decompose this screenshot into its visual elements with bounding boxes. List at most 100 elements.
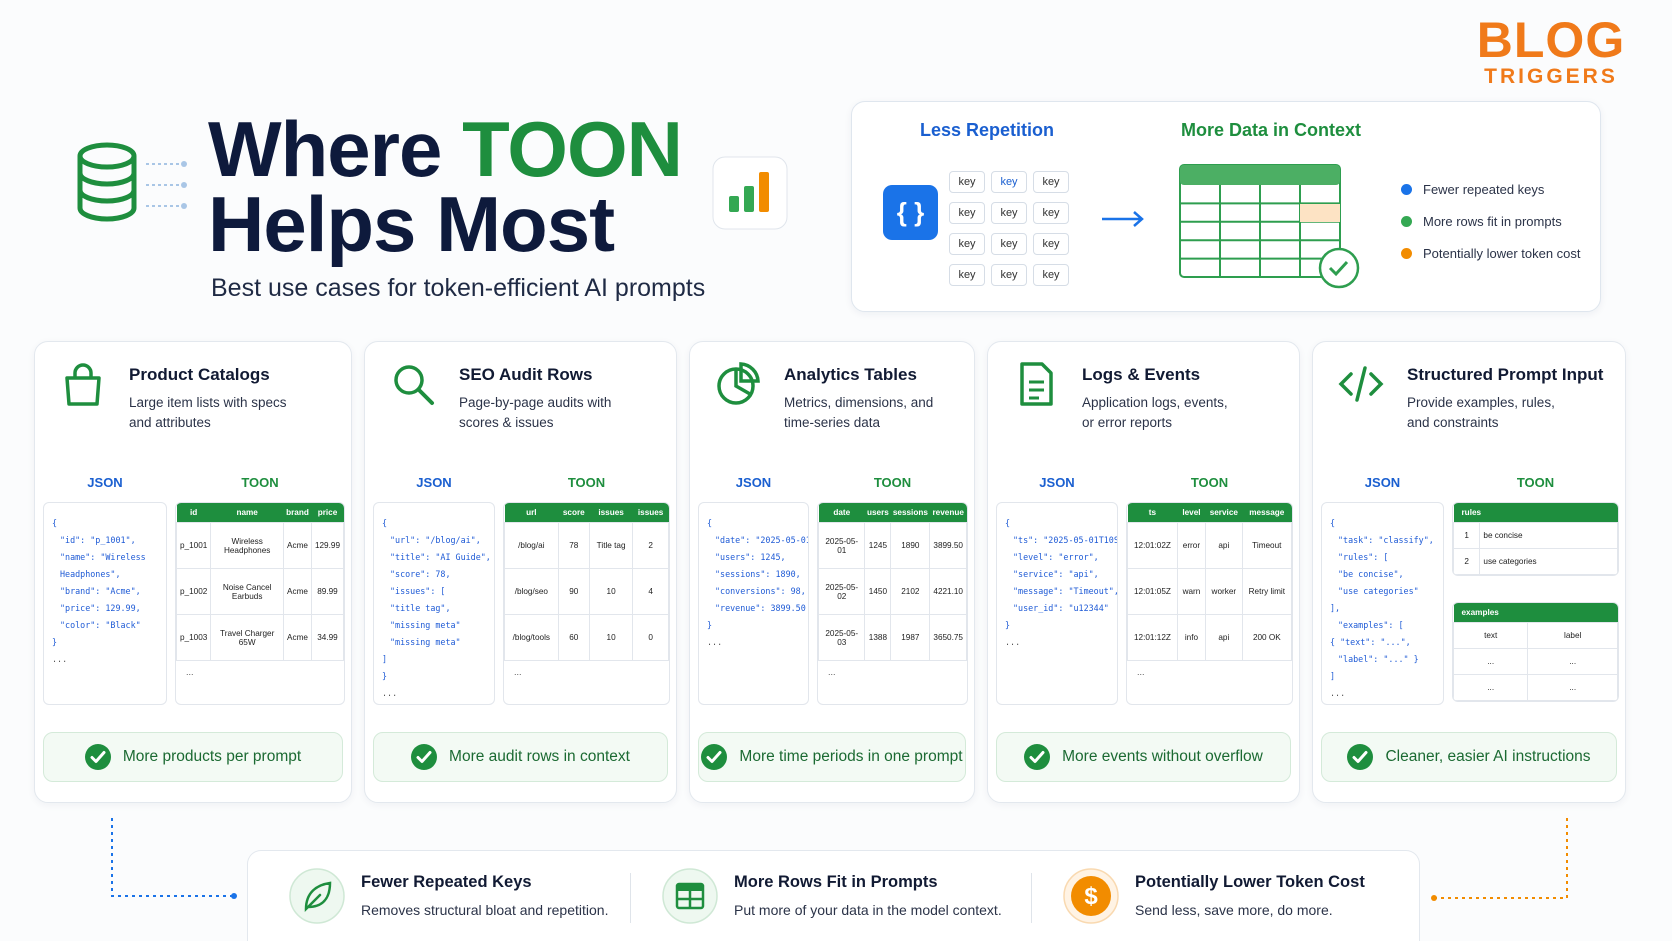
header-cell: rules — [1453, 503, 1618, 523]
comparison-box: Less Repetition{ } key key key key key key key k… — [851, 101, 1601, 312]
card-footer: More products per prompt — [43, 732, 343, 782]
icon-part — [1020, 362, 1053, 406]
table-cell: ... — [1527, 674, 1618, 701]
table-cell: /blog/ai — [504, 522, 559, 569]
toon-label: TOON — [1516, 475, 1555, 490]
logo: BLOG TRIGGERS — [1466, 14, 1636, 88]
table-cell: 129.99 — [310, 522, 344, 569]
card-footer: More time periods in one prompt — [698, 732, 966, 782]
header-cell: sessions — [890, 503, 930, 523]
table-cell: 0 — [632, 614, 669, 661]
footer-text: Cleaner, easier AI instructions — [1385, 748, 1591, 765]
benefit-description: Send less, save more, do more. — [1135, 902, 1333, 918]
description-line: or error reports — [1082, 415, 1173, 430]
table-cell: 2 — [1453, 548, 1481, 575]
icon-part — [289, 868, 345, 924]
table-cell: 90 — [557, 568, 590, 615]
toon-label: TOON — [567, 475, 606, 490]
icon-part — [1352, 751, 1368, 763]
card-footer: More events without overflow — [996, 732, 1291, 782]
json-line: "level": "error", — [1013, 552, 1099, 562]
json-line: "color": "Black" — [60, 620, 141, 630]
toon-table: examples text label............ — [1452, 602, 1619, 702]
title-line1: Where TOON — [208, 110, 683, 188]
table-cell: 1450 — [864, 568, 892, 615]
bullet-text: More rows fit in prompts — [1423, 214, 1562, 229]
table-cell: Noise Cancel Earbuds — [210, 568, 285, 615]
table: date users sessions revenue 2025-05-01 1245 18… — [818, 503, 967, 661]
key-chip: key — [991, 264, 1027, 286]
card-icon — [1337, 360, 1385, 413]
icon-part — [90, 751, 106, 763]
table-row: p_1001 Wireless Headphones Acme 129.99 — [176, 522, 344, 569]
header-cell: service — [1205, 503, 1243, 523]
key-chip: key — [949, 171, 985, 193]
icon-part — [706, 751, 722, 763]
table-cell: api — [1205, 614, 1243, 661]
table-cell: 1 — [1453, 522, 1481, 549]
table-row: text label — [1453, 622, 1618, 649]
json-line: "be concise", — [1338, 569, 1404, 579]
header-cell: price — [311, 503, 344, 523]
header-cell: issues — [632, 503, 669, 523]
check-icon — [1024, 744, 1051, 770]
tile-bar — [744, 186, 754, 212]
bullet: More rows fit in prompts — [1401, 214, 1562, 229]
table-row: 12:01:05Z warn worker Retry limit — [1127, 568, 1292, 615]
header-cell: users — [864, 503, 891, 523]
json-code: {"url": "/blog/ai", "title": "AI Guide", "… — [373, 502, 495, 705]
json-line: "users": 1245, — [715, 552, 786, 562]
description-line: Large item lists with specs — [129, 395, 287, 410]
json-line: "task": "classify", — [1338, 535, 1434, 545]
table-cell: p_1003 — [176, 614, 212, 661]
table-cell: 2025-05-02 — [818, 568, 866, 615]
header-row: date users sessions revenue — [818, 503, 967, 523]
tile-bar — [729, 196, 739, 212]
json-code: {"date": "2025-05-01", "users": 1245, "ses… — [698, 502, 809, 705]
key-chip: key — [1033, 171, 1069, 193]
icon-part — [1071, 876, 1111, 916]
table-cell: 12:01:05Z — [1127, 568, 1178, 615]
table-cell: Acme — [283, 522, 312, 569]
more-data-title: More Data in Context — [1181, 120, 1362, 140]
table-ellipsis: ... — [1137, 667, 1145, 677]
benefit-description: Removes structural bloat and repetition. — [361, 902, 609, 918]
table-cell: 4221.10 — [929, 568, 967, 615]
bullet-text: Potentially lower token cost — [1423, 246, 1581, 261]
icon-part — [394, 365, 434, 405]
benefit-title: Fewer Repeated Keys — [361, 873, 532, 891]
header-cell: ts — [1127, 503, 1178, 523]
json-line: ... — [52, 654, 68, 664]
table: ts level service message 12:01:02Z error api Ti… — [1127, 503, 1292, 661]
table-cell: 34.99 — [310, 614, 344, 661]
header-row: rules — [1453, 503, 1618, 523]
table-row: /blog/tools 60 10 0 — [504, 614, 669, 661]
icon-part — [1102, 211, 1144, 227]
icon-part — [304, 881, 332, 913]
table-cell: p_1002 — [176, 568, 212, 615]
icon-part — [677, 884, 703, 891]
toon-table: ts level service message 12:01:02Z error api Ti… — [1126, 502, 1293, 705]
description-line: time-series data — [784, 415, 881, 430]
icon-part: $ — [1084, 883, 1098, 910]
table-cell: Title tag — [588, 522, 634, 569]
connector-dot — [231, 893, 237, 899]
table-cell: 89.99 — [310, 568, 344, 615]
card-title: SEO Audit Rows — [459, 365, 593, 384]
json-line: Headphones", — [60, 569, 121, 579]
table-cell: ... — [1453, 648, 1529, 675]
table-cell: label — [1527, 622, 1618, 649]
json-line: "examples": [ — [1338, 620, 1404, 630]
card-icon — [1012, 360, 1060, 413]
icon-part: $ — [1063, 868, 1119, 924]
icon-part — [1029, 751, 1045, 763]
title: Where TOON Helps Most — [208, 110, 683, 263]
icon-part — [1179, 164, 1360, 289]
header-row: id name brand price — [176, 503, 344, 523]
json-code: {"task": "classify", "rules": ["be concis… — [1321, 502, 1444, 705]
header-cell: issues — [589, 503, 633, 523]
benefit-icon — [288, 867, 346, 930]
table-cell: info — [1176, 614, 1207, 661]
json-code: {"ts": "2025-05-01T10S", "level": "error"… — [996, 502, 1118, 705]
benefits-band: Fewer Repeated Keys Removes structural bl… — [247, 850, 1420, 941]
